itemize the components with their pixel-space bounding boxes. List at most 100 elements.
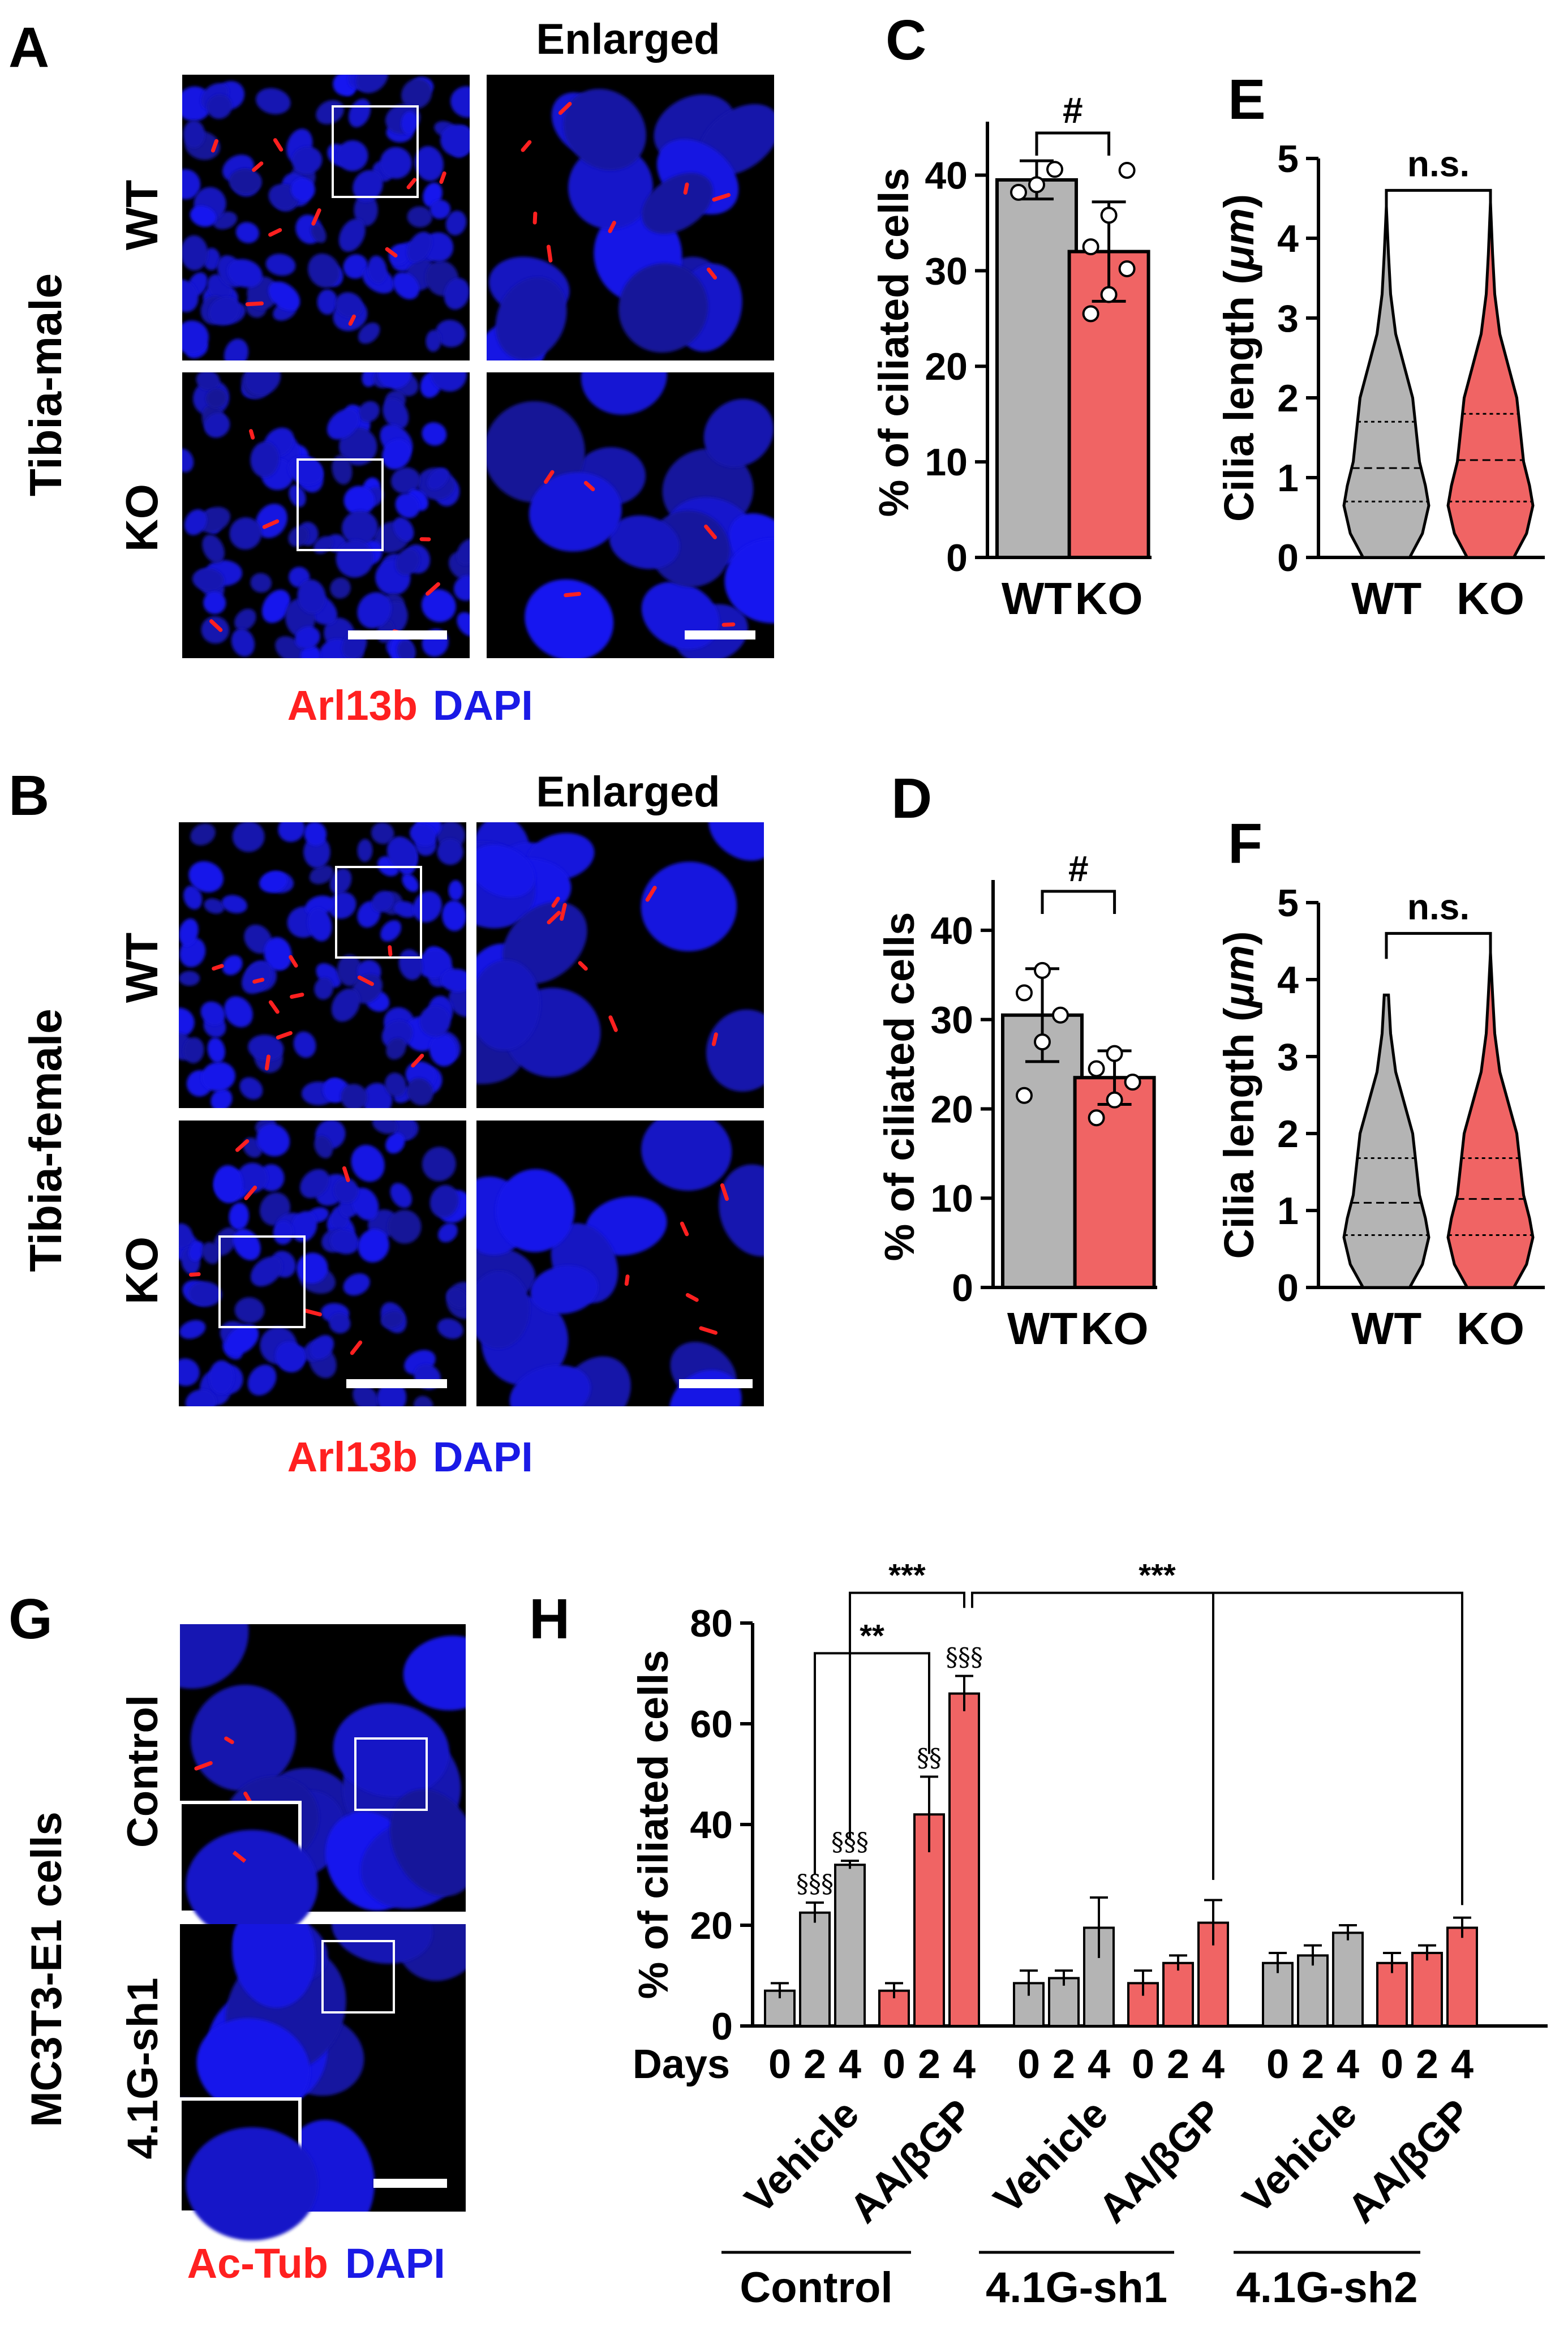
nucleus	[333, 1178, 359, 1204]
nucleus	[317, 289, 338, 315]
y-tick-label: 30	[930, 999, 973, 1042]
nucleus	[356, 75, 389, 93]
panel-g-legend: Ac-Tub DAPI	[187, 2240, 445, 2287]
nucleus	[179, 1358, 200, 1386]
nucleus	[294, 626, 320, 650]
nucleus	[429, 199, 451, 220]
nucleus	[188, 1241, 205, 1261]
nucleus	[310, 1335, 334, 1360]
nucleus	[440, 125, 470, 157]
y-axis-label: Cilia length (μm)	[1215, 931, 1262, 1259]
bar	[995, 178, 1078, 559]
y-tick-label: 40	[925, 154, 968, 197]
nucleus	[339, 427, 377, 466]
cilium	[268, 228, 282, 237]
y-tick-label: 2	[1277, 1113, 1299, 1156]
panel-b-legend-red: Arl13b	[287, 1433, 418, 1480]
cilium	[721, 622, 736, 627]
nucleus	[446, 1288, 466, 1308]
panel-g-legend-blue: DAPI	[345, 2240, 445, 2287]
nucleus	[259, 871, 287, 893]
panel-letter: C	[886, 8, 926, 72]
panel-b-side-label: Tibia-female	[20, 1008, 71, 1272]
y-axis-label-unit: μm	[1215, 945, 1262, 1008]
chart-e: E 0 1 2 3 4 5 Cilia length (μm) WT KO n.s.	[1215, 68, 1545, 624]
nucleus	[395, 548, 420, 576]
cilium	[406, 178, 417, 190]
data-point	[1118, 260, 1136, 277]
x-tick-label: WT	[1007, 1303, 1078, 1354]
nucleus	[357, 839, 373, 862]
day-label: 2	[1301, 2042, 1324, 2087]
cilium	[211, 139, 218, 153]
nucleus	[224, 996, 253, 1028]
nucleus	[188, 861, 224, 892]
nucleus	[450, 86, 470, 118]
nucleus	[204, 898, 225, 914]
panel-b-row-ko: KO	[117, 1237, 167, 1304]
panel-b-row-wt: WT	[117, 933, 167, 1003]
data-point	[1118, 162, 1136, 179]
cilium	[551, 896, 560, 908]
nucleus	[437, 1318, 463, 1339]
nucleus	[357, 592, 392, 629]
panel-g-micrographs	[178, 1624, 466, 2240]
nucleus	[248, 1034, 284, 1061]
nucleus	[388, 244, 410, 265]
nucleus	[331, 988, 360, 1022]
nucleus	[393, 272, 419, 299]
nucleus	[402, 873, 419, 892]
panel-g-legend-red: Ac-Tub	[187, 2240, 328, 2287]
nucleus	[307, 908, 332, 942]
cilium	[212, 964, 224, 971]
panel-a-legend: Arl13b DAPI	[287, 682, 533, 729]
nucleus	[435, 320, 466, 347]
x-tick-label: KO	[1081, 1303, 1149, 1354]
nucleus	[401, 111, 418, 135]
nucleus	[390, 1183, 412, 1208]
panel-a-micrographs	[182, 75, 774, 658]
inset-nucleus	[186, 2127, 318, 2240]
cilium	[252, 977, 265, 984]
cilium	[252, 161, 264, 172]
cilium	[564, 591, 581, 598]
day-label: 2	[918, 2042, 940, 2087]
bar	[799, 1911, 831, 2027]
nucleus	[234, 608, 256, 631]
nucleus	[724, 538, 774, 624]
cilium	[704, 524, 717, 539]
data-point	[1052, 1006, 1069, 1024]
nucleus	[329, 1313, 351, 1334]
data-point	[1106, 1091, 1123, 1109]
nucleus	[495, 277, 567, 360]
data-point	[1088, 1109, 1105, 1127]
nucleus	[453, 575, 470, 601]
nucleus	[190, 205, 217, 227]
day-label: 2	[1416, 2042, 1438, 2087]
cilium	[683, 182, 689, 195]
x-tick-label: KO	[1457, 573, 1524, 624]
nucleus	[256, 88, 291, 114]
nucleus	[184, 509, 207, 535]
bar	[948, 1692, 980, 2028]
day-label: 0	[1381, 2042, 1403, 2087]
nucleus	[618, 263, 708, 353]
zoom-box	[218, 1235, 306, 1328]
y-tick-label: 0	[711, 2005, 733, 2048]
nucleus	[353, 1384, 379, 1406]
significance-mark: §§§	[946, 1643, 983, 1672]
y-axis-label-suffix: )	[1215, 931, 1262, 945]
data-point	[1010, 183, 1027, 201]
nucleus	[183, 886, 203, 910]
bar	[1376, 1961, 1408, 2027]
nucleus	[641, 1121, 732, 1191]
nucleus	[407, 231, 432, 263]
panel-a-row-ko: KO	[117, 484, 167, 552]
nucleus	[261, 589, 291, 623]
day-label: 4	[953, 2042, 976, 2087]
nuclei	[487, 372, 774, 658]
significance-bracket	[1035, 131, 1111, 156]
nucleus	[581, 372, 667, 415]
panel-letter: H	[529, 1587, 570, 1651]
nucleus	[229, 517, 262, 550]
